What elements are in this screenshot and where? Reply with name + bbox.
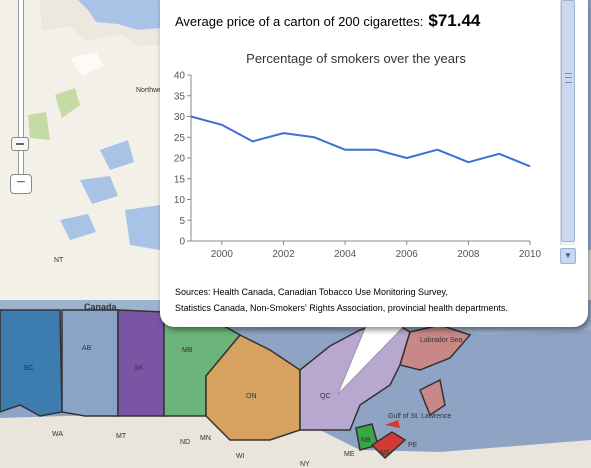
chart-y-tick-label: 30 xyxy=(174,112,186,123)
chart-x-tick-label: 2010 xyxy=(519,249,542,260)
scrollbar-grip-icon xyxy=(565,73,572,83)
sources-line-2: Statistics Canada, Non-Smokers' Rights A… xyxy=(175,303,508,313)
chart-data-point xyxy=(529,165,531,167)
chart-data-point xyxy=(344,149,346,151)
map-label-ab: AB xyxy=(82,345,92,352)
chart-data-point xyxy=(252,140,254,142)
chart-data-point xyxy=(313,136,315,138)
chart-y-tick-label: 40 xyxy=(174,71,186,82)
chart-data-point xyxy=(437,149,439,151)
map-label-nd: ND xyxy=(180,439,190,446)
map-label-mt: MT xyxy=(116,433,127,440)
popup-scrollbar[interactable]: ▼ xyxy=(560,0,576,264)
chart-x-tick-label: 2006 xyxy=(396,249,419,260)
chart-data-point xyxy=(190,116,192,117)
chart-x-tick-label: 2000 xyxy=(211,249,234,260)
scrollbar-thumb[interactable] xyxy=(561,0,575,242)
smokers-line-chart: Percentage of smokers over the years 0 5 1… xyxy=(174,51,542,260)
chart-x-tick-label: 2008 xyxy=(457,249,480,260)
chart-x-tick-label: 2004 xyxy=(334,249,357,260)
info-window xyxy=(160,0,588,327)
map-label-bc: BC xyxy=(24,365,34,372)
chart-x-tick-label: 2002 xyxy=(272,249,295,260)
map-label-me: ME xyxy=(344,451,355,458)
map-label-gulf-st-lawrence: Gulf of St. Lawrence xyxy=(388,413,452,420)
map-label-country: Canada xyxy=(84,302,118,312)
chart-data-point xyxy=(375,149,377,151)
map-label-sk: SK xyxy=(134,365,144,372)
zoom-slider-handle[interactable] xyxy=(11,137,29,151)
chart-data-point xyxy=(282,132,284,134)
price-value: $71.44 xyxy=(428,11,481,30)
map-label-mn: MN xyxy=(200,435,211,442)
map-label-nt: NT xyxy=(54,257,64,264)
chart-y-tick-label: 10 xyxy=(174,195,186,206)
chart-data-point xyxy=(467,161,469,163)
zoom-control[interactable]: − xyxy=(10,0,32,196)
zoom-slider-track[interactable] xyxy=(18,0,24,176)
chart-y-tick-label: 15 xyxy=(174,174,186,185)
map-label-qc: QC xyxy=(320,393,331,400)
chart-y-tick-label: 0 xyxy=(179,237,185,248)
chart-y-tick-label: 25 xyxy=(174,133,186,144)
chart-data-point xyxy=(221,124,223,126)
chart-y-tick-label: 5 xyxy=(179,216,185,227)
map-label-labrador-sea: Labrador Sea xyxy=(420,337,463,344)
map-label-on: ON xyxy=(246,393,257,400)
sources-text: Sources: Health Canada, Canadian Tobacco… xyxy=(175,284,570,316)
chart-data-point xyxy=(406,157,408,159)
map-label-nb: NB xyxy=(361,437,371,444)
chart-title: Percentage of smokers over the years xyxy=(246,51,466,66)
chart-data-point xyxy=(498,153,500,155)
chart-series-line xyxy=(190,115,531,168)
chart-y-tick-label: 35 xyxy=(174,91,186,102)
map-label-ns: NS xyxy=(380,450,390,457)
map-label-pe: PE xyxy=(408,442,418,449)
scroll-down-arrow-icon[interactable]: ▼ xyxy=(560,248,576,264)
price-line: Average price of a carton of 200 cigaret… xyxy=(175,11,480,33)
zoom-out-button[interactable]: − xyxy=(10,174,32,194)
chart-y-tick-label: 20 xyxy=(174,154,186,165)
price-label: Average price of a carton of 200 cigaret… xyxy=(175,14,424,29)
sources-line-1: Sources: Health Canada, Canadian Tobacco… xyxy=(175,287,448,297)
map-label-wi: WI xyxy=(236,453,245,460)
map-label-wa: WA xyxy=(52,431,63,438)
map-label-ny: NY xyxy=(300,461,310,468)
map-label-mb: MB xyxy=(182,347,193,354)
